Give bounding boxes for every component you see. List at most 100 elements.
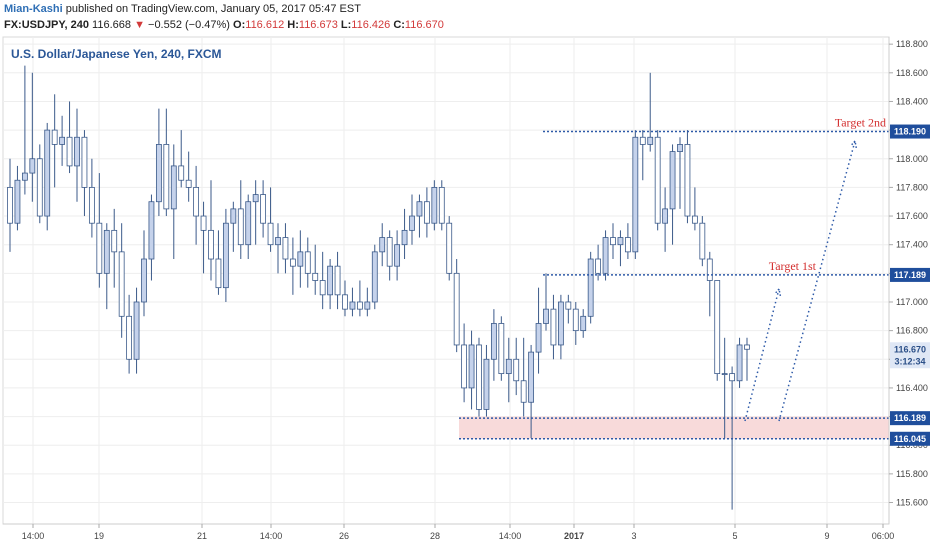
time-tick-label: 28 [430, 531, 440, 541]
candle-body [178, 165, 185, 181]
candle-body [617, 237, 624, 246]
candle-body [141, 258, 147, 303]
symbol-label[interactable]: FX:USDJPY, 240 [4, 19, 89, 31]
candle-body [476, 344, 482, 410]
candle-body [59, 136, 66, 145]
price-tick-label: 118.400 [896, 96, 928, 106]
candle-body [565, 301, 572, 310]
price-badge-support-bottom-bg [890, 431, 930, 446]
time-tick-label: 19 [94, 531, 104, 541]
price-tick-label: 117.400 [896, 240, 928, 250]
candle-body [632, 136, 639, 253]
price-tick-label: 117.600 [896, 211, 928, 221]
candle-body [237, 208, 244, 246]
price-tick-label: 115.800 [896, 469, 928, 479]
high-value: 116.673 [298, 19, 338, 31]
candle-body [371, 251, 378, 303]
candle-body [342, 294, 348, 310]
candle-body [714, 280, 721, 375]
current-price-badge-bg [890, 342, 930, 369]
candle-body [379, 237, 386, 253]
candle-body [267, 222, 274, 246]
candle-body [706, 258, 713, 281]
price-tick-label: 117.800 [896, 182, 928, 192]
candle-body [312, 272, 319, 281]
candle-body [289, 258, 296, 267]
author-link[interactable]: Mian-Kashi [4, 3, 63, 15]
time-tick-label: 21 [197, 531, 207, 541]
candle-body [327, 265, 334, 296]
price-tick-label: 115.600 [896, 498, 928, 508]
target-label: Target 1st [769, 259, 817, 273]
target-label: Target 2nd [835, 116, 886, 130]
published-text: published on TradingView.com, January 05… [65, 3, 361, 15]
time-tick-label: 14:00 [499, 531, 522, 541]
candle-body [624, 237, 631, 253]
candle-body [297, 251, 304, 267]
price-badge-support-bottom: 116.045 [894, 434, 926, 444]
candle-body [394, 244, 401, 267]
candle-body [96, 222, 103, 274]
price-tick-label: 117.000 [896, 297, 928, 307]
level-lines-layer: Target 2nd Target 1st [459, 116, 889, 440]
candle-body [51, 129, 58, 145]
candle-body [103, 229, 110, 274]
candle-body [163, 144, 170, 210]
price-tick-label: 118.000 [896, 154, 928, 164]
chart-title: U.S. Dollar/Japanese Yen, 240, FXCM [11, 47, 222, 61]
price-badge-target-1st: 117.189 [894, 270, 926, 280]
last-price: 116.668 [92, 19, 131, 31]
candle-body [498, 323, 505, 375]
candle-body [155, 144, 162, 203]
candle-body [691, 215, 698, 224]
candle-body [639, 136, 646, 145]
close-label: C: [393, 19, 405, 31]
price-tick-label: 118.800 [896, 39, 928, 49]
candle-body [647, 136, 654, 145]
candle-body [535, 323, 542, 353]
high-label: H: [287, 19, 299, 31]
candle-body [126, 315, 133, 360]
candle-body [148, 201, 155, 260]
time-axis[interactable]: 14:00 19 21 14:00 26 28 14:00 2017 3 5 9 06:00 [22, 524, 895, 541]
candle-body [356, 301, 363, 310]
candle-body [230, 208, 237, 224]
candle-body [44, 129, 51, 217]
candle-body [423, 201, 430, 224]
candle-body [282, 237, 289, 260]
candle-body [662, 208, 669, 224]
time-tick-label: 3 [631, 531, 636, 541]
candle-body [215, 258, 222, 289]
candle-body [654, 136, 661, 224]
candle-body [610, 237, 616, 246]
candle-body [468, 344, 475, 389]
low-value: 116.426 [351, 19, 391, 31]
price-badge-target-2nd: 118.190 [894, 127, 926, 137]
close-value: 116.670 [404, 19, 444, 31]
candle-body [245, 201, 252, 246]
candle-body [222, 222, 229, 289]
projection-arrow-line [778, 140, 856, 422]
candle-body [133, 301, 140, 360]
candle-body [721, 373, 728, 376]
price-badge-target-2nd-bg [890, 124, 930, 139]
candle-body [200, 215, 207, 231]
candle-body [416, 201, 423, 217]
candle-body [88, 186, 95, 224]
candle-body [304, 251, 311, 274]
projection-arrow-head [849, 139, 858, 149]
candle-body [572, 308, 579, 332]
candle-body [513, 358, 520, 382]
candle-body [543, 308, 549, 324]
candle-body [111, 229, 118, 253]
time-tick-label: 2017 [564, 531, 584, 541]
candle-body [520, 380, 527, 403]
candle-body [669, 151, 676, 210]
current-price-badge: 116.670 [894, 344, 926, 354]
open-label: O: [233, 19, 246, 31]
time-tick-label: 5 [732, 531, 737, 541]
candle-body [602, 237, 609, 274]
candle-body [453, 272, 460, 346]
candle-body [334, 265, 341, 296]
